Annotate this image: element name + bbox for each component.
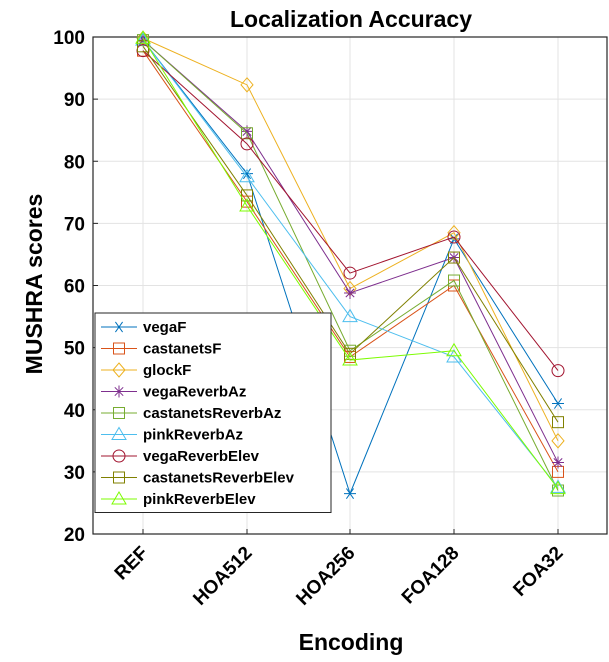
y-tick-label: 30 (64, 463, 85, 484)
data-point (113, 342, 125, 355)
x-tick-label: REF (111, 543, 153, 585)
legend-entry: castanetsReverbElev (101, 470, 295, 487)
data-point (112, 362, 126, 378)
data-point (447, 230, 461, 244)
data-point (343, 266, 357, 280)
data-point (135, 30, 151, 44)
y-tick-label: 20 (64, 525, 85, 546)
data-point (447, 224, 461, 241)
data-point (552, 416, 564, 429)
series-line (142, 50, 559, 473)
series-line (142, 39, 559, 491)
legend-label: vegaF (143, 319, 186, 336)
y-tick-label: 90 (64, 90, 85, 111)
data-point (344, 286, 356, 299)
legend-entry: castanetsReverbAz (101, 405, 281, 422)
legend: vegaF castanetsF glockF vegaReverbAz castane… (94, 312, 332, 513)
legend-label: vegaReverbElev (143, 448, 260, 465)
y-axis-label: MUSHRA scores (21, 194, 47, 375)
legend-label: vegaReverbAz (143, 384, 246, 401)
data-point (111, 491, 127, 505)
x-tick-label: HOA256 (292, 543, 359, 610)
series-group (135, 30, 566, 500)
y-tick-label: 100 (53, 28, 85, 49)
series-line (142, 37, 559, 489)
data-point (551, 364, 565, 378)
legend-label: pinkReverbElev (143, 491, 256, 508)
x-tick-label: HOA512 (189, 543, 256, 610)
data-point (550, 479, 566, 493)
y-tick-label: 70 (64, 214, 85, 235)
data-point (113, 321, 125, 333)
y-tick-label: 50 (64, 339, 85, 360)
x-tick-label: FOA32 (509, 543, 567, 601)
legend-entry: castanetsF (101, 341, 221, 358)
legend-label: glockF (143, 362, 191, 379)
legend-label: pinkReverbAz (143, 427, 243, 444)
y-tick-label: 80 (64, 152, 85, 173)
data-point (239, 168, 255, 183)
legend-entry: vegaReverbAz (101, 384, 246, 401)
data-point (342, 308, 358, 323)
data-point (239, 197, 255, 212)
y-tick-label: 40 (64, 401, 85, 422)
legend-label: castanetsF (143, 341, 221, 358)
y-tick-label: 60 (64, 277, 85, 298)
x-tick-label: FOA128 (398, 543, 464, 609)
data-point (550, 480, 566, 495)
legend-entry: pinkReverbElev (101, 491, 256, 508)
chart-title: Localization Accuracy (230, 6, 472, 32)
x-axis-label: Encoding (299, 629, 404, 655)
legend-label: castanetsReverbElev (143, 470, 295, 487)
data-point (446, 342, 462, 357)
data-point (113, 407, 125, 419)
data-point (241, 127, 253, 140)
series-pinkReverbElev (135, 30, 566, 495)
data-point (240, 77, 254, 93)
data-point (448, 274, 460, 287)
legend-entry: glockF (101, 362, 191, 379)
series-line (142, 50, 559, 371)
data-point (112, 449, 126, 463)
data-point (552, 456, 564, 469)
data-point (111, 426, 127, 440)
legend-entry: vegaF (101, 319, 186, 336)
data-point (241, 168, 253, 180)
data-point (113, 385, 125, 398)
legend-entry: vegaReverbElev (101, 448, 260, 465)
series-line (142, 39, 559, 488)
data-point (552, 398, 564, 409)
data-point (344, 488, 356, 500)
data-point (241, 189, 253, 202)
data-point (240, 137, 254, 151)
data-point (113, 471, 125, 484)
legend-entry: pinkReverbAz (101, 427, 243, 444)
legend-label: castanetsReverbAz (143, 405, 281, 422)
data-point (342, 352, 358, 366)
data-point (551, 433, 565, 449)
data-point (448, 251, 460, 264)
data-point (241, 125, 253, 138)
